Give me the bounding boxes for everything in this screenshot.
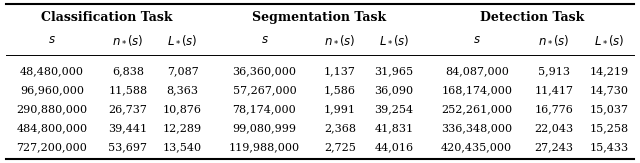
Text: 78,174,000: 78,174,000 — [232, 104, 296, 114]
Text: $n_*(s)$: $n_*(s)$ — [324, 33, 356, 47]
Text: 22,043: 22,043 — [534, 123, 573, 133]
Text: 15,433: 15,433 — [589, 142, 628, 152]
Text: 11,588: 11,588 — [108, 85, 147, 95]
Text: 12,289: 12,289 — [163, 123, 202, 133]
Text: 26,737: 26,737 — [108, 104, 147, 114]
Text: 27,243: 27,243 — [534, 142, 573, 152]
Text: $L_*(s)$: $L_*(s)$ — [168, 33, 198, 47]
Text: 336,348,000: 336,348,000 — [441, 123, 512, 133]
Text: $s$: $s$ — [473, 33, 481, 46]
Text: 168,174,000: 168,174,000 — [441, 85, 512, 95]
Text: 1,137: 1,137 — [324, 66, 356, 76]
Text: 2,368: 2,368 — [324, 123, 356, 133]
Text: 1,991: 1,991 — [324, 104, 356, 114]
Text: $n_*(s)$: $n_*(s)$ — [112, 33, 143, 47]
Text: 7,087: 7,087 — [167, 66, 198, 76]
Text: 11,417: 11,417 — [534, 85, 573, 95]
Text: 420,435,000: 420,435,000 — [441, 142, 512, 152]
Text: 44,016: 44,016 — [374, 142, 413, 152]
Text: 10,876: 10,876 — [163, 104, 202, 114]
Text: 1,586: 1,586 — [324, 85, 356, 95]
Text: 727,200,000: 727,200,000 — [17, 142, 87, 152]
Text: $L_*(s)$: $L_*(s)$ — [379, 33, 410, 47]
Text: 8,363: 8,363 — [166, 85, 198, 95]
Text: 252,261,000: 252,261,000 — [441, 104, 512, 114]
Text: 48,480,000: 48,480,000 — [20, 66, 84, 76]
Text: 39,254: 39,254 — [374, 104, 413, 114]
Text: 41,831: 41,831 — [374, 123, 413, 133]
Text: 13,540: 13,540 — [163, 142, 202, 152]
Text: 5,913: 5,913 — [538, 66, 570, 76]
Text: $L_*(s)$: $L_*(s)$ — [594, 33, 625, 47]
Text: 31,965: 31,965 — [374, 66, 413, 76]
Text: 14,730: 14,730 — [589, 85, 628, 95]
Text: Segmentation Task: Segmentation Task — [252, 11, 386, 24]
Text: 57,267,000: 57,267,000 — [232, 85, 296, 95]
Text: 39,441: 39,441 — [108, 123, 147, 133]
Text: 53,697: 53,697 — [108, 142, 147, 152]
Text: 16,776: 16,776 — [534, 104, 573, 114]
Text: 99,080,999: 99,080,999 — [232, 123, 296, 133]
Text: $n_*(s)$: $n_*(s)$ — [538, 33, 570, 47]
Text: 119,988,000: 119,988,000 — [229, 142, 300, 152]
Text: 36,360,000: 36,360,000 — [232, 66, 296, 76]
Text: 290,880,000: 290,880,000 — [16, 104, 87, 114]
Text: 96,960,000: 96,960,000 — [20, 85, 84, 95]
Text: 15,258: 15,258 — [589, 123, 628, 133]
Text: 484,800,000: 484,800,000 — [16, 123, 87, 133]
Text: Classification Task: Classification Task — [41, 11, 172, 24]
Text: 2,725: 2,725 — [324, 142, 356, 152]
Text: 15,037: 15,037 — [589, 104, 628, 114]
Text: Detection Task: Detection Task — [480, 11, 584, 24]
Text: $s$: $s$ — [260, 33, 268, 46]
Text: 6,838: 6,838 — [112, 66, 144, 76]
Text: $s$: $s$ — [48, 33, 56, 46]
Text: 36,090: 36,090 — [374, 85, 413, 95]
Text: 84,087,000: 84,087,000 — [445, 66, 509, 76]
Text: 14,219: 14,219 — [589, 66, 628, 76]
